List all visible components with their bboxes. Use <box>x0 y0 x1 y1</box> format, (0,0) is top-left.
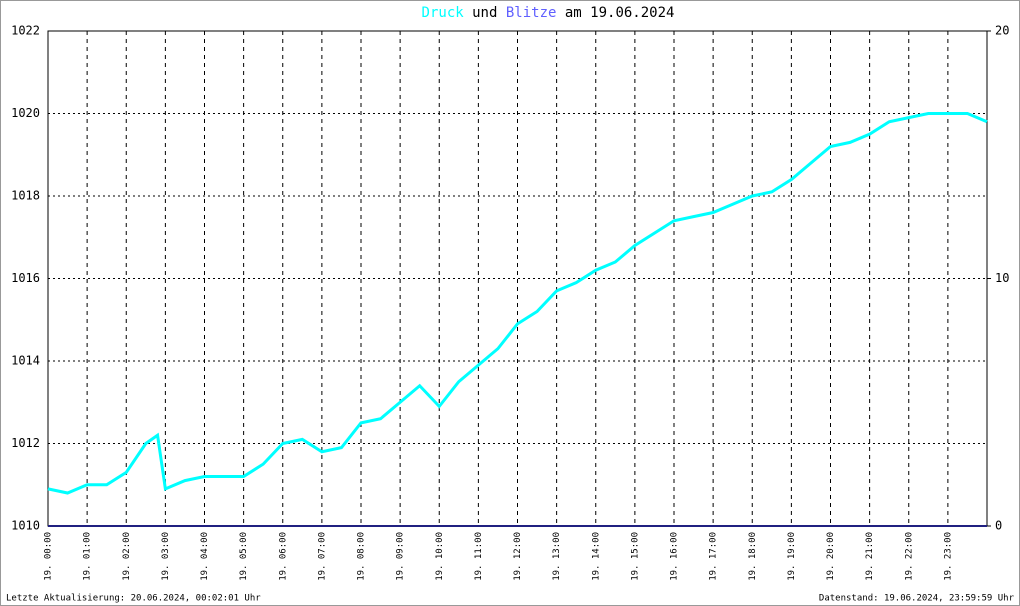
y-tick-label: 1010 <box>11 519 40 533</box>
x-tick-label: 19. 17:00 <box>709 532 719 581</box>
x-tick-label: 19. 10:00 <box>435 532 445 581</box>
x-tick-label: 19. 09:00 <box>396 532 406 581</box>
x-tick-label: 19. 20:00 <box>826 532 836 581</box>
y-tick-label: 1018 <box>11 189 40 203</box>
title-series-2: Blitze <box>506 5 557 21</box>
y-tick-label: 1012 <box>11 436 40 450</box>
x-tick-label: 19. 16:00 <box>670 532 680 581</box>
x-tick-label: 19. 08:00 <box>357 532 367 581</box>
x-tick-label: 19. 02:00 <box>122 532 132 581</box>
x-tick-label: 19. 22:00 <box>904 532 914 581</box>
x-tick-label: 19. 06:00 <box>278 532 288 581</box>
x-tick-label: 19. 12:00 <box>513 532 523 581</box>
x-tick-label: 19. 11:00 <box>474 532 484 581</box>
title-series-1: Druck <box>422 5 465 21</box>
title-date: am 19.06.2024 <box>565 5 675 21</box>
x-tick-label: 19. 18:00 <box>748 532 758 581</box>
footer-right: Datenstand: 19.06.2024, 23:59:59 Uhr <box>819 594 1015 604</box>
x-tick-label: 19. 05:00 <box>239 532 249 581</box>
x-tick-label: 19. 14:00 <box>591 532 601 581</box>
y-tick-label: 1020 <box>11 106 40 120</box>
x-tick-label: 19. 15:00 <box>630 532 640 581</box>
x-tick-label: 19. 21:00 <box>865 532 875 581</box>
x-tick-label: 19. 23:00 <box>943 532 953 581</box>
y-tick-label: 1022 <box>11 24 40 38</box>
chart-title: Druck und Blitze am 19.06.2024 <box>422 5 675 21</box>
x-tick-label: 19. 19:00 <box>787 532 797 581</box>
y2-tick-label: 10 <box>995 271 1009 285</box>
x-tick-label: 19. 13:00 <box>552 532 562 581</box>
y2-tick-label: 0 <box>995 519 1002 533</box>
x-tick-label: 19. 04:00 <box>200 532 210 581</box>
x-tick-label: 19. 03:00 <box>161 532 171 581</box>
x-tick-label: 19. 07:00 <box>317 532 327 581</box>
y2-tick-label: 20 <box>995 24 1009 38</box>
title-connector: und <box>472 5 497 21</box>
x-tick-label: 19. 00:00 <box>44 532 54 581</box>
footer-left: Letzte Aktualisierung: 20.06.2024, 00:02… <box>6 594 261 604</box>
x-tick-label: 19. 01:00 <box>83 532 93 581</box>
y-tick-label: 1016 <box>11 271 40 285</box>
series-line <box>47 112 988 495</box>
y-tick-label: 1014 <box>11 354 40 368</box>
